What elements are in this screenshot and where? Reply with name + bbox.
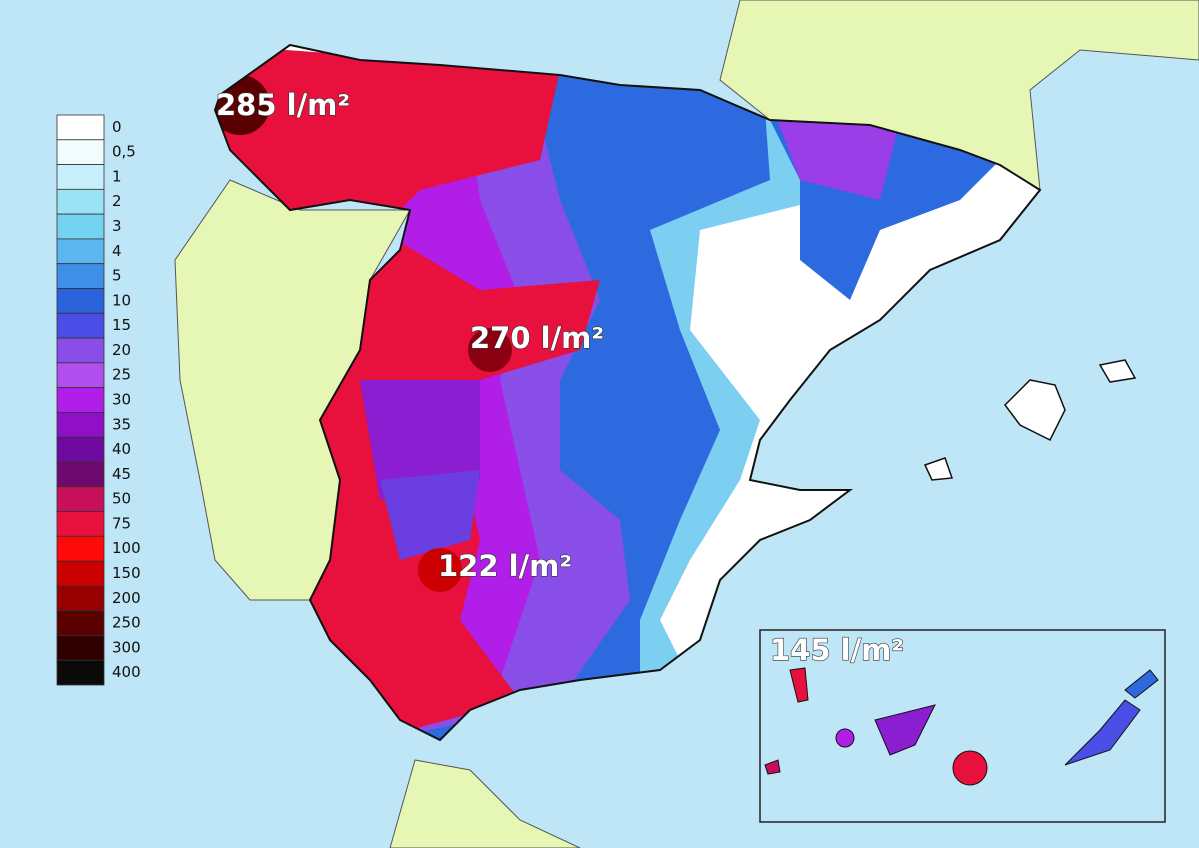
legend-swatch: [56, 560, 105, 587]
africa: [389, 759, 581, 848]
canary-inset: [759, 629, 1166, 823]
legend-swatch: [56, 387, 105, 413]
legend-label: 200: [112, 589, 141, 607]
legend-label: 35: [112, 415, 131, 433]
legend-label: 75: [112, 514, 131, 532]
legend-swatch: [56, 114, 105, 141]
el-hierro: [764, 759, 781, 775]
legend-swatch: [56, 659, 105, 686]
legend-label: 100: [112, 539, 141, 557]
legend-label: 50: [112, 490, 131, 508]
legend-swatch: [56, 263, 105, 289]
legend-swatch: [56, 461, 105, 488]
la-gomera: [835, 728, 855, 748]
mallorca: [1004, 379, 1066, 442]
legend-label: 25: [112, 366, 131, 384]
legend-swatch: [56, 535, 105, 562]
legend-swatch: [56, 213, 105, 240]
legend: 00,5123451015202530354045507510015020025…: [56, 114, 141, 686]
legend-label: 10: [112, 291, 131, 309]
legend-label: 400: [112, 663, 141, 681]
legend-swatch: [56, 511, 105, 537]
tenerife: [874, 704, 936, 756]
spain-outline: [213, 43, 1042, 742]
la-palma: [789, 667, 809, 703]
legend-label: 20: [112, 341, 131, 359]
legend-label: 15: [112, 316, 131, 334]
ibiza: [923, 457, 954, 481]
annotation: 145 l/m²: [770, 633, 904, 667]
legend-swatch: [56, 610, 105, 636]
legend-swatch: [56, 238, 105, 265]
legend-label: 0: [112, 118, 122, 136]
annotation: 285 l/m²: [216, 88, 350, 122]
legend-swatch: [56, 585, 105, 612]
legend-label: 4: [112, 242, 122, 260]
annotation: 122 l/m²: [438, 549, 572, 583]
legend-swatch: [56, 164, 105, 190]
legend-label: 3: [112, 217, 122, 235]
legend-swatch: [56, 436, 105, 463]
legend-label: 300: [112, 638, 141, 656]
legend-label: 2: [112, 192, 122, 210]
legend-label: 5: [112, 267, 122, 285]
legend-label: 250: [112, 614, 141, 632]
legend-swatch: [56, 188, 105, 215]
menorca: [1098, 359, 1137, 383]
annotation: 270 l/m²: [470, 321, 604, 355]
legend-label: 1: [112, 167, 122, 185]
legend-label: 40: [112, 440, 131, 458]
legend-label: 0,5: [112, 143, 136, 161]
legend-label: 45: [112, 465, 131, 483]
legend-label: 30: [112, 391, 131, 409]
legend-label: 150: [112, 564, 141, 582]
legend-swatch: [56, 635, 105, 661]
legend-swatch: [56, 337, 105, 364]
legend-swatch: [56, 411, 105, 438]
legend-swatch: [56, 288, 105, 314]
lanzarote: [1124, 669, 1159, 699]
legend-swatch: [56, 486, 105, 512]
legend-swatch: [56, 139, 105, 165]
fuerteventura: [1064, 699, 1141, 766]
gran-canaria: [952, 750, 988, 786]
legend-swatch: [56, 312, 105, 339]
legend-swatch: [56, 362, 105, 389]
